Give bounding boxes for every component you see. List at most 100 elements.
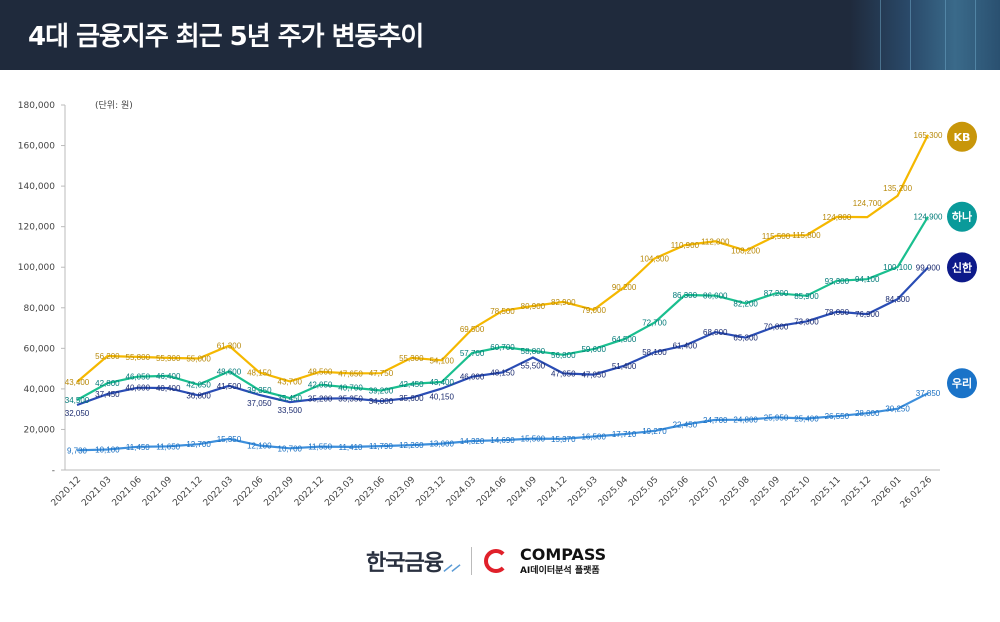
- x-tick-label: 2024.12: [536, 475, 569, 508]
- data-label: 37,850: [916, 389, 941, 398]
- legend-badge-label: 하나: [952, 210, 972, 224]
- legend-badge-KB: [947, 121, 977, 152]
- data-label: 37,450: [95, 390, 120, 399]
- y-tick-label: 160,000: [18, 142, 55, 152]
- data-label: 26,550: [825, 412, 850, 421]
- data-label: 19,270: [642, 427, 667, 436]
- x-tick-label: 2021.06: [111, 475, 145, 509]
- compass-icon: [483, 549, 508, 573]
- data-label: 58,800: [521, 347, 546, 356]
- data-label: 47,650: [338, 369, 363, 378]
- data-label: 56,200: [95, 352, 120, 361]
- data-label: 61,300: [217, 342, 242, 351]
- x-tick-label: 2025.03: [566, 475, 599, 508]
- x-tick-label: 2022.09: [262, 475, 296, 509]
- x-tick-label: 2023.09: [384, 475, 418, 509]
- data-label: 11,410: [339, 443, 363, 452]
- y-tick-label: 140,000: [18, 182, 55, 192]
- data-label: 135,200: [883, 184, 912, 193]
- data-label: 16,500: [581, 433, 606, 442]
- data-label: 108,200: [731, 247, 760, 256]
- x-tick-label: 2023.06: [354, 475, 388, 509]
- data-label: 78,500: [490, 307, 515, 316]
- x-tick-label: 2024.09: [506, 475, 540, 509]
- data-label: 124,700: [853, 199, 882, 208]
- data-label: 79,000: [581, 306, 606, 315]
- x-tick-label: 2025.12: [840, 475, 873, 508]
- series-line-우리: [76, 392, 929, 452]
- data-label: 42,050: [308, 381, 333, 390]
- data-label: 55,500: [521, 361, 546, 370]
- data-label: 55,000: [186, 354, 211, 363]
- data-label: 99,900: [916, 263, 941, 272]
- data-label: 24,800: [733, 416, 758, 425]
- data-label: 46,400: [156, 372, 181, 381]
- data-label: 33,500: [278, 406, 303, 415]
- data-label: 124,800: [822, 213, 851, 222]
- x-tick-label: 2025.08: [718, 475, 752, 509]
- data-label: 43,700: [278, 377, 303, 386]
- x-tick-label: 2021.12: [171, 475, 204, 508]
- x-tick-label: 2020.12: [50, 475, 83, 508]
- data-label: 24,700: [703, 416, 728, 425]
- x-tick-label: 2025.04: [597, 475, 631, 509]
- legend-badge-하나: [947, 201, 977, 232]
- data-label: 42,800: [95, 379, 120, 388]
- data-label: 37,050: [247, 399, 272, 408]
- data-label: 35,600: [399, 394, 424, 403]
- x-tick-label: 2021.03: [80, 475, 113, 508]
- data-label: 40,600: [126, 384, 151, 393]
- data-label: 87,200: [764, 289, 789, 298]
- data-label: 57,700: [460, 349, 485, 358]
- data-label: 55,300: [156, 354, 181, 363]
- y-tick-label: 180,000: [18, 101, 55, 111]
- data-label: 112,800: [701, 237, 730, 246]
- legend-badge-신한: [947, 252, 977, 283]
- data-label: 48,500: [308, 368, 333, 377]
- data-label: 86,300: [673, 291, 698, 300]
- x-tick-label: 2022.12: [293, 475, 326, 508]
- y-tick-label: 40,000: [24, 385, 56, 395]
- data-label: 68,000: [703, 328, 728, 337]
- data-label: 80,900: [521, 302, 546, 311]
- data-label: 11,650: [156, 442, 180, 451]
- data-label: 15,500: [521, 435, 546, 444]
- x-tick-label: 2021.09: [141, 475, 175, 509]
- data-label: 124,900: [914, 213, 943, 222]
- data-label: 11,550: [308, 443, 332, 452]
- data-label: 51,400: [612, 362, 637, 371]
- data-label: 48,150: [490, 368, 515, 377]
- data-label: 165,300: [914, 131, 943, 140]
- x-tick-label: 2025.07: [688, 475, 721, 508]
- y-tick-label: 100,000: [18, 263, 55, 273]
- data-label: 104,300: [640, 255, 669, 264]
- data-label: 85,900: [794, 292, 819, 301]
- series-line-신한: [76, 266, 929, 407]
- y-tick-label: 80,000: [24, 304, 56, 314]
- legend-badge-label: 우리: [952, 376, 972, 390]
- data-label: 47,750: [369, 369, 394, 378]
- data-label: 65,300: [733, 334, 758, 343]
- compass-logo: COMPASS AI데이터분석 플랫폼: [519, 544, 607, 576]
- data-label: 60,700: [490, 343, 515, 352]
- data-label: 76,900: [855, 310, 880, 319]
- x-tick-label: 2024.06: [475, 475, 509, 509]
- data-label: 82,900: [551, 298, 576, 307]
- hankook-finance-logo: 한국금융⸝⸝: [366, 551, 460, 576]
- data-label: 32,050: [65, 409, 90, 418]
- series-line-KB: [76, 134, 929, 383]
- data-label: 48,150: [247, 368, 272, 377]
- data-label: 55,800: [126, 353, 151, 362]
- data-label: 59,600: [581, 345, 606, 354]
- data-label: 15,350: [217, 435, 242, 444]
- data-label: 13,000: [429, 440, 454, 449]
- x-tick-label: 2025.06: [658, 475, 692, 509]
- legend-badge-우리: [947, 368, 977, 399]
- data-label: 55,300: [399, 354, 424, 363]
- data-label: 9,730: [67, 446, 88, 455]
- data-label: 42,050: [186, 381, 211, 390]
- x-tick-label: 2025.10: [779, 475, 813, 509]
- data-label: 35,350: [338, 394, 363, 403]
- data-label: 47,650: [551, 369, 576, 378]
